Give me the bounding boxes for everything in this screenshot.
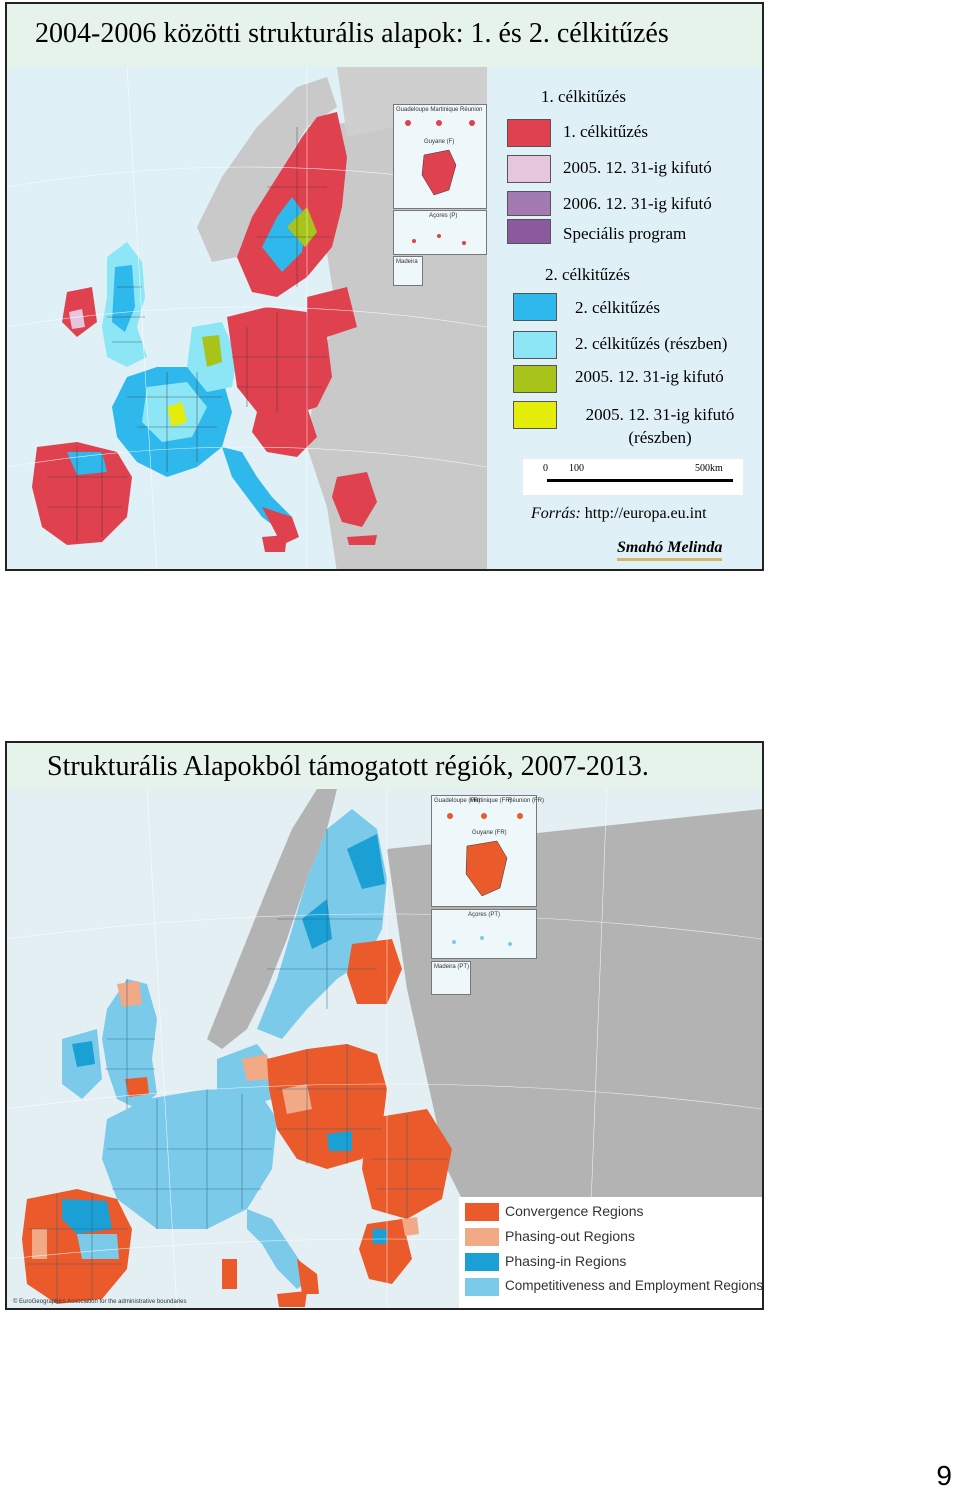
- page-number: 9: [936, 1460, 952, 1491]
- legend-label-phasing-out: Phasing-out Regions: [505, 1228, 635, 1244]
- scale-label-500: 500km: [695, 463, 723, 474]
- legend-label-special-program: Speciális program: [563, 224, 687, 243]
- legend-label-phase-out-2005: 2005. 12. 31-ig kifutó: [563, 158, 712, 177]
- inset2-madeira: Madeira (PT): [431, 961, 471, 995]
- legend-label-objective-2-partial: 2. célkitűzés (részben): [575, 334, 728, 353]
- swatch-phase-out-obj2: [513, 365, 557, 393]
- swatch-phasing-in: [465, 1253, 499, 1271]
- slide-2-title: Strukturális Alapokból támogatott régiók…: [7, 743, 762, 789]
- legend-label-phase-out-obj2-partial: 2005. 12. 31-ig kifutó (részben): [585, 405, 735, 447]
- swatch-phase-out-obj2-partial: [513, 401, 557, 429]
- legend-2007-2013: Convergence Regions Phasing-out Regions …: [459, 1197, 764, 1308]
- swatch-special-program: [507, 219, 551, 244]
- copyright-note: © EuroGeographics Association for the ad…: [13, 1299, 187, 1305]
- legend-label-competitiveness: Competitiveness and Employment Regions: [505, 1278, 764, 1293]
- inset2-label-martinique: Martinique (FR): [470, 798, 512, 804]
- legend-group2-heading: 2. célkitűzés: [545, 265, 630, 284]
- inset2-label-madeira: Madeira (PT): [434, 964, 470, 970]
- inset2-label-acores: Açores (PT): [468, 912, 501, 918]
- slide-2: Strukturális Alapokból támogatott régiók…: [5, 741, 764, 1310]
- legend-2004-2006: 1. célkitűzés 1. célkitűzés 2005. 12. 31…: [493, 67, 762, 569]
- swatch-objective-1: [507, 119, 551, 147]
- inset-acores: Açores (P): [393, 210, 487, 255]
- scale-bar: 0 100 500km: [523, 459, 743, 495]
- legend-label-objective-2: 2. célkitűzés: [575, 298, 660, 317]
- source-url[interactable]: http://europa.eu.int: [584, 505, 707, 522]
- source-label: Forrás:: [531, 505, 581, 522]
- swatch-competitiveness: [465, 1278, 499, 1296]
- scale-label-0: 0: [543, 463, 548, 474]
- legend-group1-heading: 1. célkitűzés: [541, 87, 626, 106]
- inset2-label-guyane: Guyane (FR): [472, 830, 507, 836]
- swatch-convergence: [465, 1203, 499, 1221]
- swatch-objective-2: [513, 293, 557, 321]
- legend-label-phasing-in: Phasing-in Regions: [505, 1253, 627, 1269]
- swatch-phase-out-2006: [507, 191, 551, 216]
- legend-label-phase-out-2006: 2006. 12. 31-ig kifutó: [563, 194, 712, 213]
- inset2-caribbean-guyane: Guadeloupe (FR) Martinique (FR) Réunion …: [431, 795, 544, 907]
- legend-label-objective-1: 1. célkitűzés: [563, 122, 648, 141]
- inset2-acores: Açores (PT): [431, 909, 537, 959]
- slide-1-title: 2004-2006 közötti strukturális alapok: 1…: [7, 4, 762, 67]
- scale-label-100: 100: [569, 463, 584, 474]
- author-name: Smahó Melinda: [617, 539, 723, 561]
- legend-label-phase-out-obj2: 2005. 12. 31-ig kifutó: [575, 367, 724, 386]
- inset-madeira: Madeira: [393, 256, 423, 286]
- source-line: Forrás: http://europa.eu.int: [531, 505, 707, 523]
- inset2-label-reunion: Réunion (FR): [508, 798, 545, 804]
- swatch-phasing-out: [465, 1228, 499, 1246]
- inset-caribbean-guyane: Guadeloupe Martinique Réunion Guyane (F): [393, 104, 487, 209]
- slide-1: 2004-2006 közötti strukturális alapok: 1…: [5, 2, 764, 571]
- legend-label-convergence: Convergence Regions: [505, 1203, 644, 1219]
- inset2-label-guadeloupe: Guadeloupe (FR): [434, 798, 481, 804]
- swatch-objective-2-partial: [513, 331, 557, 359]
- swatch-phase-out-2005: [507, 155, 551, 183]
